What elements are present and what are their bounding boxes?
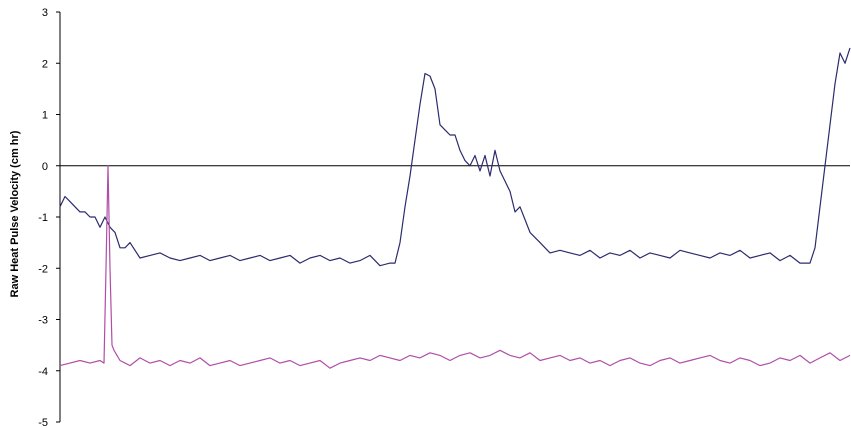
y-tick-label: 0 [42, 161, 48, 173]
y-tick-label: 3 [42, 7, 48, 19]
series-group [59, 47, 851, 369]
y-tick-label: 1 [42, 110, 48, 122]
y-tick-label: -1 [38, 212, 48, 224]
y-axis-title: Raw Heat Pulse Velocity (cm hr) [9, 130, 21, 297]
series-line-2 [59, 165, 851, 369]
y-tick-label: -4 [38, 366, 48, 378]
y-tick-label: 2 [42, 58, 48, 70]
y-axis: 3 2 1 0 -1 -2 -3 -4 -5 [38, 7, 61, 428]
y-tick-label: -5 [38, 417, 48, 428]
y-tick-label: -2 [38, 263, 48, 275]
series-line-1 [59, 47, 851, 267]
y-tick-label: -3 [38, 315, 48, 327]
